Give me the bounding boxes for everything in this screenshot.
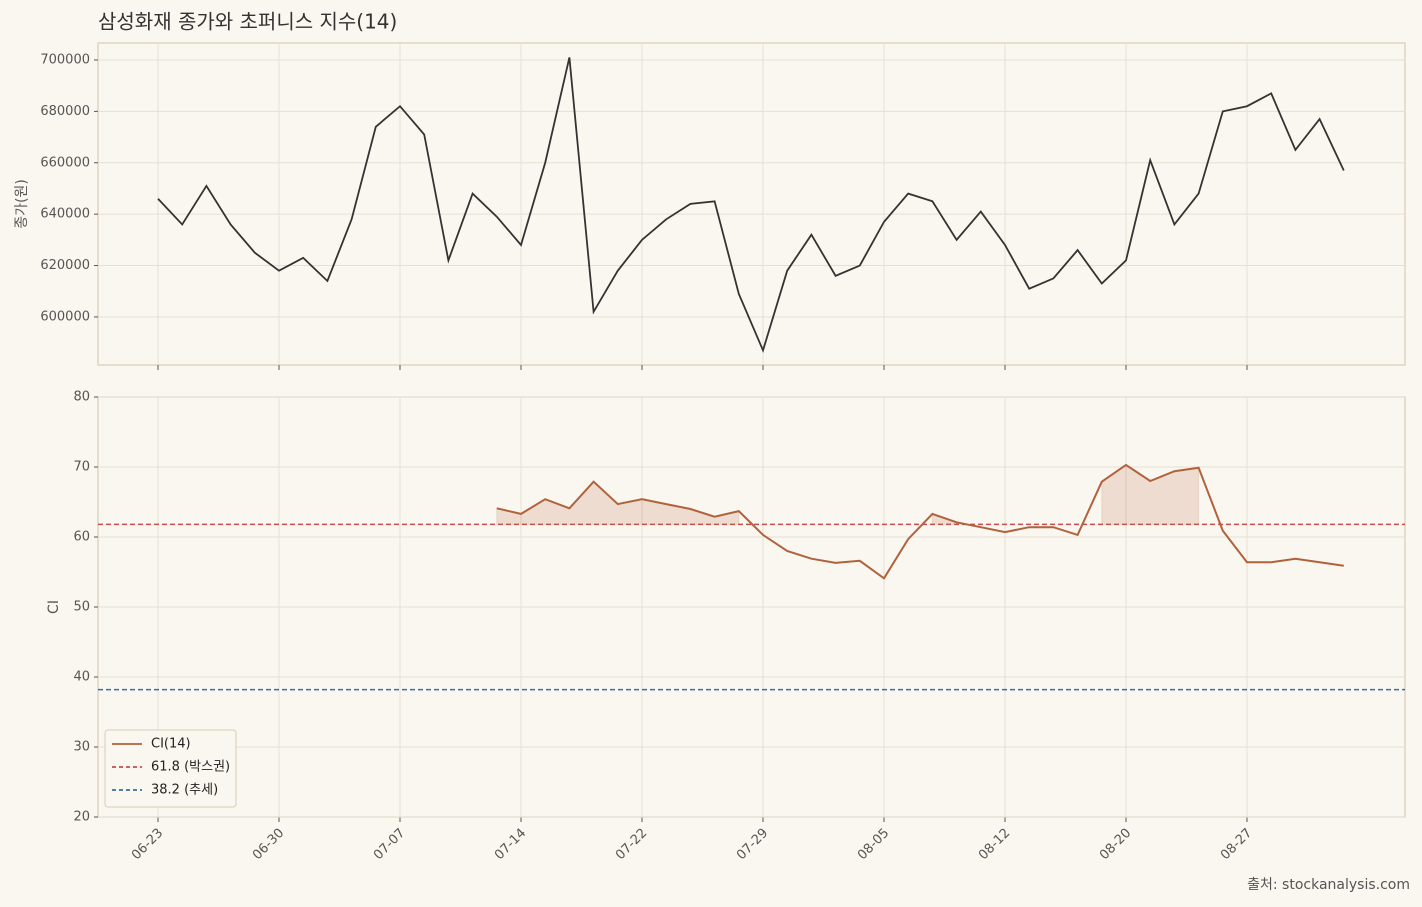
y-tick-label: 30 [73,740,90,755]
y-tick-label: 20 [73,810,90,825]
legend-box [104,729,237,808]
price-line [157,57,1345,353]
legend-label: 61.8 (박스권) [151,760,230,775]
y-tick-label: 60 [73,530,90,545]
y-axis-label: CI [46,600,62,614]
legend-label: 38.2 (추세) [151,783,218,798]
y-axis-label: 종가(원) [14,179,30,229]
y-tick-label: 600000 [40,309,90,324]
y-tick-label: 640000 [40,207,90,222]
chart-title: 삼성화재 종가와 초퍼니스 지수(14) [98,10,397,34]
y-tick-label: 620000 [40,258,90,273]
y-tick-label: 700000 [40,52,90,67]
y-tick-label: 40 [73,670,90,685]
y-tick-label: 680000 [40,104,90,119]
legend-label: CI(14) [151,737,191,752]
plot-area [97,42,1406,366]
ci-line [496,463,1344,580]
y-tick-label: 660000 [40,155,90,170]
y-tick-label: 80 [73,390,90,405]
y-tick-label: 50 [73,600,90,615]
y-tick-label: 70 [73,460,90,475]
source: 출처: stockanalysis.com [1247,877,1410,893]
